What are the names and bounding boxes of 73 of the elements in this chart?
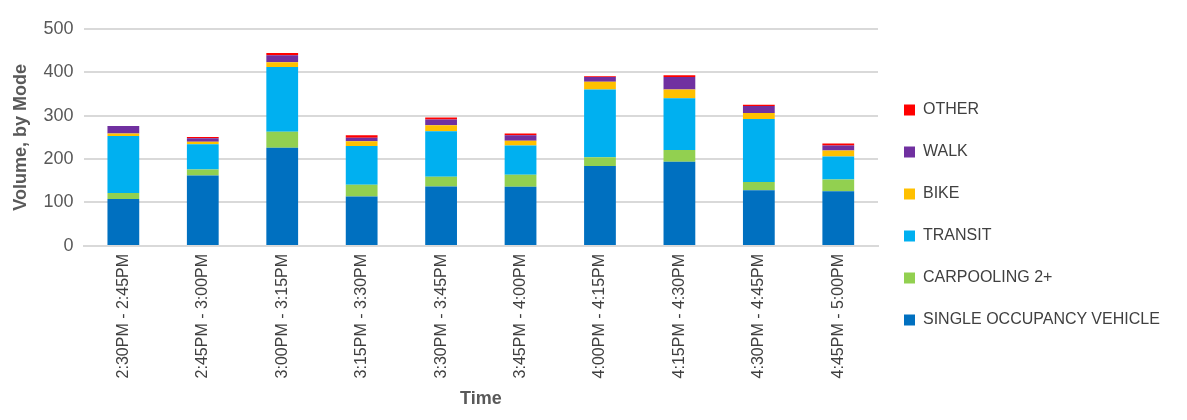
bar (663, 89, 696, 99)
x-tick-label: 4:30PM - 4:45PM (749, 253, 767, 379)
bar (504, 145, 537, 175)
bar (345, 135, 378, 138)
bar (663, 77, 696, 90)
y-tick-label: 200 (43, 148, 74, 169)
bar (266, 53, 299, 56)
x-tick-label: 3:15PM - 3:30PM (352, 253, 370, 379)
legend-label: SINGLE OCCUPANCY VEHICLE (923, 310, 1160, 328)
bar (742, 190, 775, 245)
legend-label: TRANSIT (923, 226, 992, 244)
bar (822, 156, 855, 180)
bar (107, 126, 140, 134)
legend-label: CARPOOLING 2+ (923, 268, 1053, 286)
y-tick-label: 0 (63, 234, 74, 255)
bar (107, 199, 140, 245)
bar (425, 125, 457, 132)
x-tick-label: 3:45PM - 4:00PM (510, 253, 528, 379)
bar (266, 55, 299, 63)
bar (584, 166, 616, 245)
x-tick-label: 3:00PM - 3:15PM (272, 253, 290, 379)
bar (107, 133, 140, 137)
legend-label: WALK (923, 142, 969, 160)
bar (822, 179, 855, 192)
bar (742, 113, 775, 120)
bar (663, 161, 696, 245)
bar (266, 131, 299, 148)
bar (584, 81, 616, 90)
bar (425, 131, 457, 177)
bar (186, 175, 219, 245)
bar (504, 186, 537, 245)
y-axis-title: Volume, by Mode (9, 64, 30, 211)
bar (504, 135, 537, 141)
x-tick-label: 3:30PM - 3:45PM (431, 253, 449, 379)
bar (266, 62, 299, 68)
legend-label: BIKE (923, 184, 960, 202)
x-axis-title: Time (459, 388, 502, 409)
y-tick-label: 300 (43, 104, 74, 125)
bar (822, 150, 855, 157)
bar (345, 184, 378, 197)
bar (742, 106, 775, 114)
x-tick-label: 2:45PM - 3:00PM (193, 253, 211, 379)
bar (663, 98, 696, 150)
x-tick-label: 4:45PM - 5:00PM (828, 253, 846, 379)
bar (107, 192, 140, 200)
bar (266, 67, 299, 132)
bar (107, 136, 140, 193)
bar (345, 196, 378, 245)
y-tick-label: 100 (43, 191, 74, 212)
bar (822, 143, 855, 146)
y-tick-label: 500 (43, 17, 74, 38)
bar (504, 174, 537, 187)
bar (186, 144, 219, 170)
bar (742, 119, 775, 183)
bar (186, 169, 219, 176)
bar (425, 186, 457, 245)
x-tick-label: 4:15PM - 4:30PM (669, 253, 687, 379)
x-tick-label: 4:00PM - 4:15PM (590, 253, 608, 379)
bar (584, 157, 616, 167)
bar (504, 140, 537, 146)
bar (584, 77, 616, 82)
bar (742, 182, 775, 191)
bar (822, 191, 855, 245)
y-tick-label: 400 (43, 61, 74, 82)
bar (345, 146, 378, 185)
bar (425, 117, 457, 120)
bar (345, 141, 378, 147)
legend-label: OTHER (923, 100, 979, 118)
bar (663, 149, 696, 162)
bar (266, 147, 299, 245)
bar (425, 176, 457, 187)
x-tick-label: 2:30PM - 2:45PM (113, 253, 131, 379)
bar (584, 89, 616, 158)
